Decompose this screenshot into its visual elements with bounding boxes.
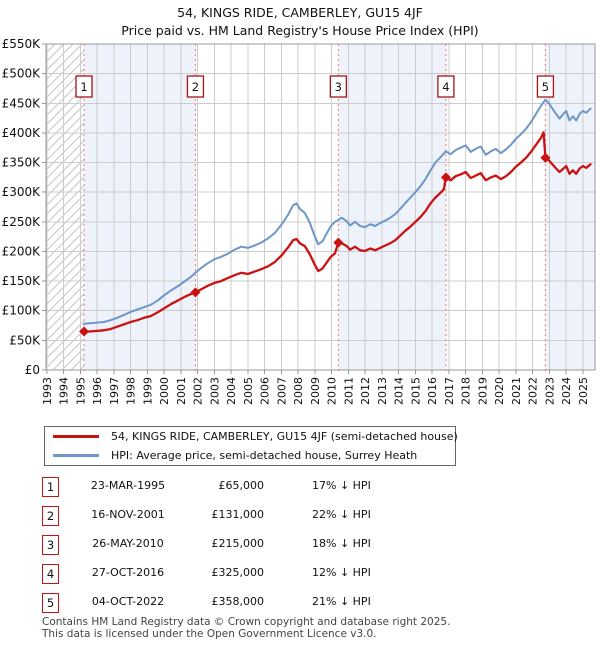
svg-text:£100K: £100K: [2, 304, 42, 318]
sale-price: £358,000: [211, 595, 265, 608]
svg-text:2002: 2002: [192, 377, 205, 405]
svg-text:2003: 2003: [208, 377, 221, 405]
svg-text:£450K: £450K: [2, 96, 42, 110]
chart-legend: 54, KINGS RIDE, CAMBERLEY, GU15 4JF (sem…: [44, 426, 458, 466]
svg-text:£200K: £200K: [2, 244, 42, 258]
svg-text:£250K: £250K: [2, 215, 42, 229]
sale-point-markers: [79, 152, 551, 337]
y-axis-labels: £0 £50K £100K £150K £200K £250K £300K £350K £400…: [2, 37, 42, 377]
sale-hpi-delta: 21% ↓ HPI: [312, 595, 371, 608]
footer-line-1: Contains HM Land Registry data © Crown c…: [42, 616, 451, 628]
sale-number-badge: 3: [42, 535, 59, 555]
page-subtitle: Price paid vs. HM Land Registry's House …: [121, 23, 479, 38]
footer-line-2: This data is licensed under the Open Gov…: [42, 627, 377, 640]
svg-text:£0: £0: [25, 363, 40, 377]
price-history-chart: 1 2 3 4 5 £0 £50K £100K £150K £200K £250K £300K £350…: [2, 37, 596, 405]
sale-date: 04-OCT-2022: [91, 595, 165, 608]
sale-price: £325,000: [211, 566, 265, 579]
plot-border: [45, 43, 596, 371]
sale-label-boxes: 1 2 3 4 5: [75, 75, 555, 98]
license-footer: Contains HM Land Registry data © Crown c…: [42, 616, 451, 640]
svg-text:1: 1: [80, 80, 87, 94]
sale-hpi-delta: 12% ↓ HPI: [312, 566, 371, 579]
sale-hpi-delta: 18% ↓ HPI: [312, 537, 371, 550]
svg-text:2024: 2024: [560, 377, 573, 405]
svg-text:£550K: £550K: [2, 37, 42, 51]
sale-hpi-delta: 17% ↓ HPI: [312, 479, 371, 492]
svg-text:1998: 1998: [125, 377, 138, 405]
svg-text:£50K: £50K: [9, 333, 41, 347]
property-line-swatch: [53, 435, 99, 438]
svg-text:2010: 2010: [326, 377, 339, 405]
svg-text:1995: 1995: [74, 377, 87, 405]
legend-label-hpi: HPI: Average price, semi-detached house,…: [111, 449, 418, 462]
svg-text:2008: 2008: [292, 377, 305, 405]
page-title: 54, KINGS RIDE, CAMBERLEY, GU15 4JF: [177, 5, 423, 20]
no-data-hatch-region: [46, 44, 85, 370]
svg-text:1993: 1993: [41, 377, 54, 405]
legend-row-property: 54, KINGS RIDE, CAMBERLEY, GU15 4JF (sem…: [45, 427, 458, 446]
svg-text:1994: 1994: [58, 377, 71, 405]
svg-text:2013: 2013: [376, 377, 389, 405]
svg-text:£500K: £500K: [2, 67, 42, 81]
svg-text:1997: 1997: [108, 377, 121, 405]
sale-hpi-delta: 22% ↓ HPI: [312, 508, 371, 521]
sale-price: £131,000: [211, 508, 265, 521]
sale-date: 23-MAR-1995: [90, 479, 166, 492]
svg-text:2016: 2016: [426, 377, 439, 405]
svg-text:1996: 1996: [91, 377, 104, 405]
svg-text:2025: 2025: [577, 377, 590, 405]
x-axis-labels: 1993 1994 1995 1996 1997 1998 1999 2000 2001 2002…: [41, 377, 590, 405]
sale-number-badge: 5: [42, 593, 59, 613]
hpi-line-swatch: [53, 454, 99, 457]
sale-date: 27-OCT-2016: [91, 566, 165, 579]
sale-number-badge: 1: [42, 477, 59, 497]
svg-text:2001: 2001: [175, 377, 188, 405]
svg-text:2006: 2006: [259, 377, 272, 405]
svg-text:2022: 2022: [527, 377, 540, 405]
svg-text:2011: 2011: [342, 377, 355, 405]
svg-text:£300K: £300K: [2, 185, 42, 199]
svg-text:2012: 2012: [359, 377, 372, 405]
svg-text:2009: 2009: [309, 377, 322, 405]
svg-text:2004: 2004: [225, 377, 238, 405]
svg-text:£150K: £150K: [2, 274, 42, 288]
svg-text:£350K: £350K: [2, 156, 42, 170]
svg-text:2007: 2007: [275, 377, 288, 405]
legend-label-property: 54, KINGS RIDE, CAMBERLEY, GU15 4JF (sem…: [111, 430, 458, 443]
sale-row-3: 3 26-MAY-2010 £215,000 18% ↓ HPI: [0, 535, 600, 556]
sale-row-1: 1 23-MAR-1995 £65,000 17% ↓ HPI: [0, 477, 600, 498]
sale-row-4: 4 27-OCT-2016 £325,000 12% ↓ HPI: [0, 564, 600, 585]
svg-text:2015: 2015: [409, 377, 422, 405]
axis-ticks: [42, 43, 584, 374]
svg-text:4: 4: [442, 80, 449, 94]
hpi-line: [83, 98, 592, 325]
svg-text:2023: 2023: [543, 377, 556, 405]
sale-row-5: 5 04-OCT-2022 £358,000 21% ↓ HPI: [0, 593, 600, 614]
svg-text:2014: 2014: [393, 377, 406, 405]
sale-row-2: 2 16-NOV-2001 £131,000 22% ↓ HPI: [0, 506, 600, 527]
svg-text:2019: 2019: [476, 377, 489, 405]
svg-text:5: 5: [542, 80, 549, 94]
legend-row-hpi: HPI: Average price, semi-detached house,…: [45, 446, 455, 465]
svg-text:2021: 2021: [510, 377, 523, 405]
svg-text:2: 2: [192, 80, 199, 94]
sale-date: 26-MAY-2010: [92, 537, 164, 550]
svg-text:2020: 2020: [493, 377, 506, 405]
svg-text:2000: 2000: [158, 377, 171, 405]
svg-text:2017: 2017: [443, 377, 456, 405]
sale-date: 16-NOV-2001: [91, 508, 165, 521]
svg-text:1999: 1999: [141, 377, 154, 405]
svg-text:2005: 2005: [242, 377, 255, 405]
sale-price: £65,000: [218, 479, 265, 492]
svg-text:£400K: £400K: [2, 126, 42, 140]
sale-number-badge: 2: [42, 506, 59, 526]
sale-price: £215,000: [211, 537, 265, 550]
gridlines: [46, 43, 595, 371]
shaded-bands: [84, 44, 595, 370]
sale-number-badge: 4: [42, 564, 59, 584]
svg-text:3: 3: [335, 80, 342, 94]
svg-text:2018: 2018: [460, 377, 473, 405]
